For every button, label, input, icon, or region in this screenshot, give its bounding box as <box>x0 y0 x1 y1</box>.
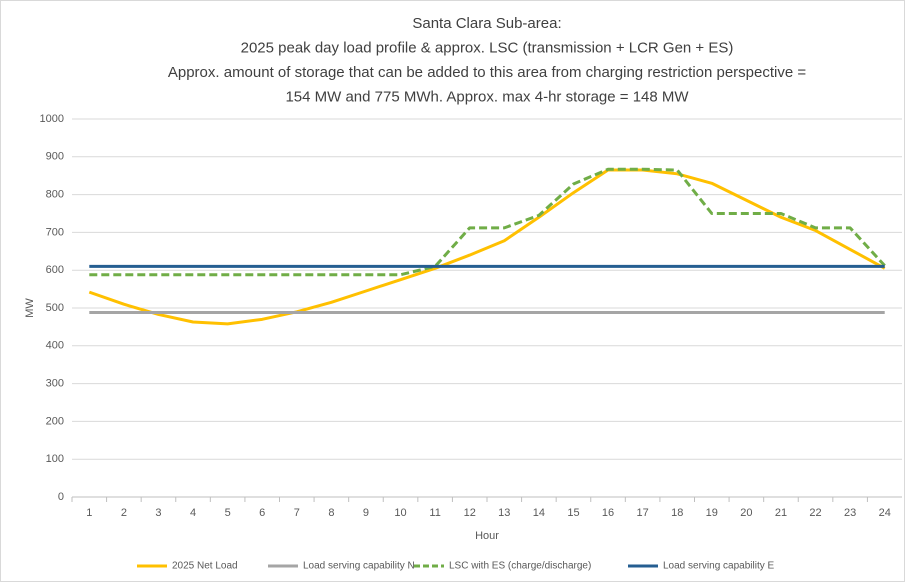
x-tick-label: 5 <box>225 507 231 519</box>
x-tick-label: 18 <box>671 507 683 519</box>
y-tick-label: 200 <box>46 415 64 427</box>
x-tick-label: 2 <box>121 507 127 519</box>
x-tick-label: 7 <box>294 507 300 519</box>
x-tick-label: 23 <box>844 507 856 519</box>
y-tick-label: 900 <box>46 151 64 163</box>
x-tick-label: 21 <box>775 507 787 519</box>
x-tick-label: 3 <box>155 507 161 519</box>
series-line <box>88 168 886 326</box>
chart-title: Santa Clara Sub-area: <box>412 15 561 32</box>
chart-title: 154 MW and 775 MWh. Approx. max 4-hr sto… <box>285 88 689 105</box>
x-tick-label: 24 <box>879 507 891 519</box>
y-tick-label: 300 <box>46 378 64 390</box>
legend-label: 2025 Net Load <box>172 561 238 572</box>
chart-title: 2025 peak day load profile & approx. LSC… <box>241 39 734 56</box>
x-tick-label: 22 <box>809 507 821 519</box>
x-tick-label: 10 <box>394 507 406 519</box>
y-tick-label: 800 <box>46 189 64 201</box>
y-tick-label: 700 <box>46 226 64 238</box>
x-tick-label: 14 <box>533 507 545 519</box>
legend-label: Load serving capability N <box>303 561 415 572</box>
x-tick-label: 19 <box>706 507 718 519</box>
series-line <box>89 167 886 277</box>
x-tick-label: 11 <box>429 507 440 519</box>
chart-title: Approx. amount of storage that can be ad… <box>168 64 807 81</box>
x-tick-label: 1 <box>86 507 92 519</box>
y-tick-label: 400 <box>46 340 64 352</box>
x-tick-label: 8 <box>328 507 334 519</box>
x-tick-label: 6 <box>259 507 265 519</box>
x-tick-label: 13 <box>498 507 510 519</box>
y-tick-label: 500 <box>46 302 64 314</box>
legend-label: Load serving capability E <box>663 561 775 572</box>
y-tick-label: 0 <box>58 491 64 503</box>
x-tick-label: 12 <box>464 507 476 519</box>
x-tick-label: 17 <box>637 507 649 519</box>
x-tick-label: 9 <box>363 507 369 519</box>
legend-label: LSC with ES (charge/discharge) <box>449 561 591 572</box>
x-tick-label: 4 <box>190 507 196 519</box>
y-tick-label: 600 <box>46 264 64 276</box>
x-tick-label: 16 <box>602 507 614 519</box>
y-axis-label: MW <box>24 298 36 318</box>
y-tick-label: 100 <box>46 453 64 465</box>
x-axis-label: Hour <box>475 530 499 542</box>
x-tick-label: 15 <box>567 507 579 519</box>
y-tick-label: 1000 <box>40 113 64 125</box>
x-tick-label: 20 <box>740 507 752 519</box>
